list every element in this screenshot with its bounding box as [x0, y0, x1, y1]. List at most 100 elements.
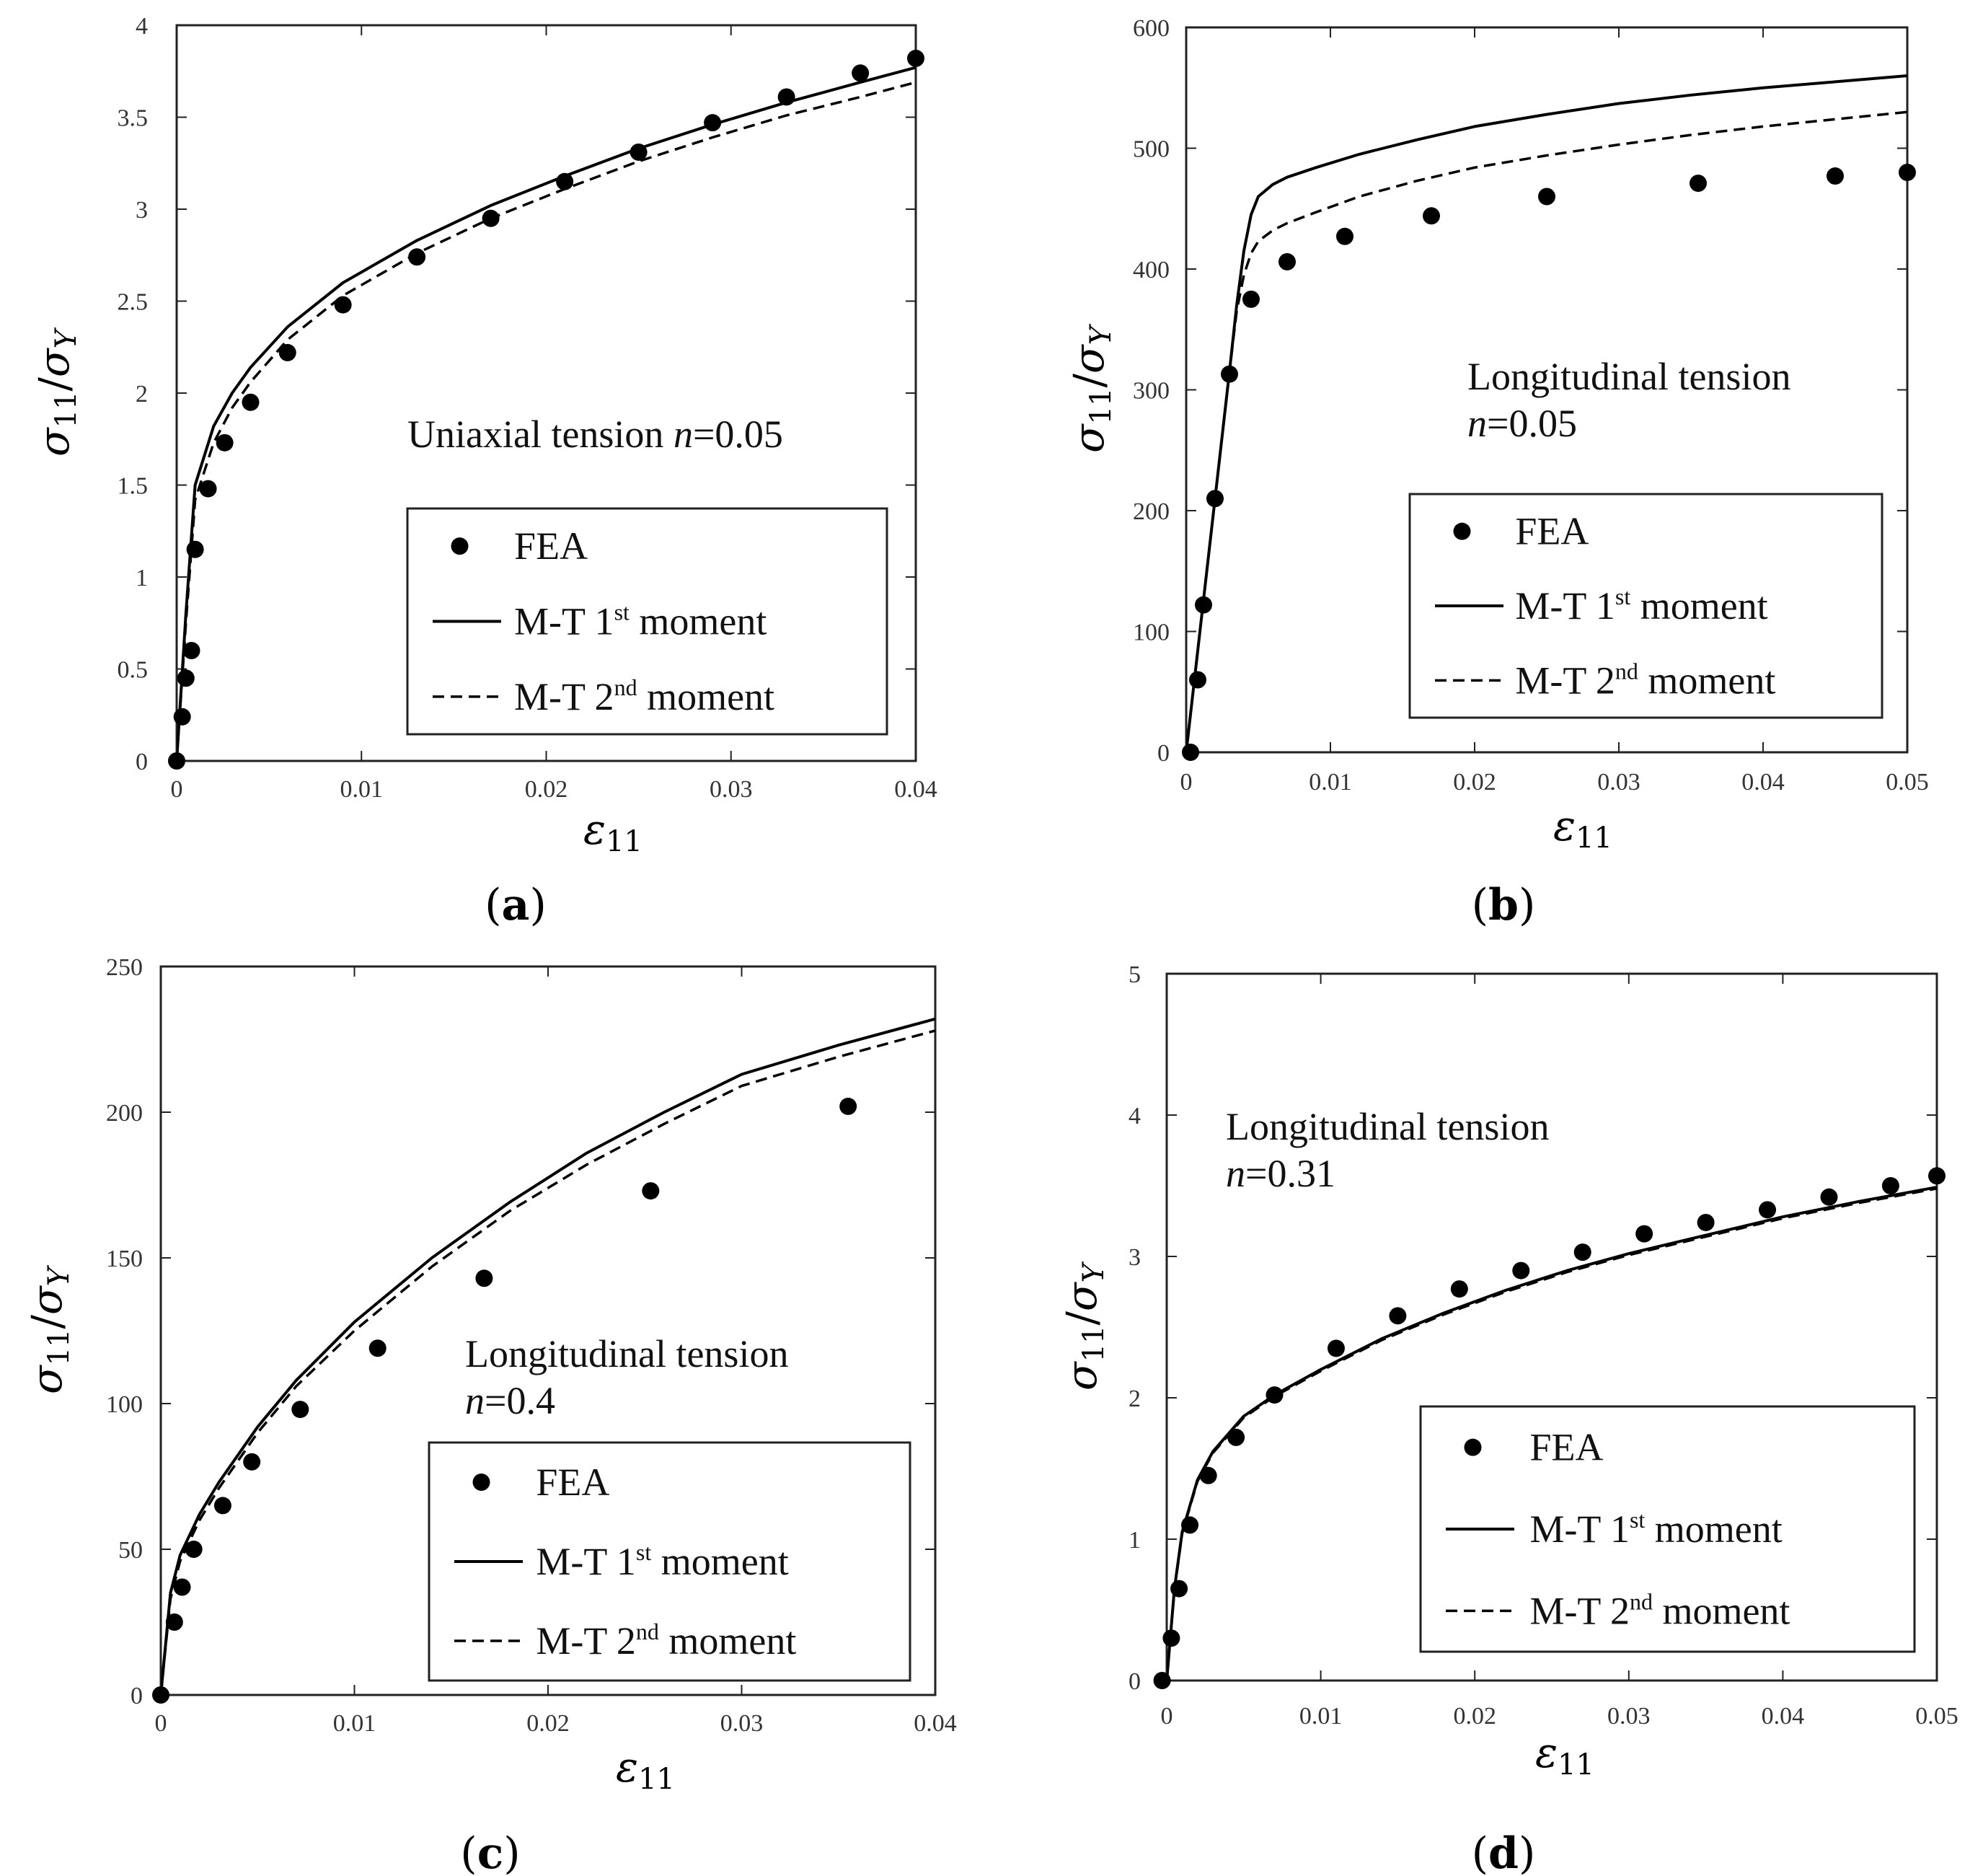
x-tick-label: 0.05 — [1886, 769, 1929, 796]
fea-marker — [852, 64, 870, 82]
plot-frame — [1165, 972, 1938, 1682]
y-label-part: / — [30, 377, 79, 392]
panel-label-paren: ( — [1472, 1828, 1488, 1876]
legend-marker-fea — [1453, 522, 1471, 540]
legend-sup: st — [1630, 1507, 1645, 1533]
panel-label-letter: d — [1488, 1828, 1519, 1876]
y-tick-label: 400 — [1133, 257, 1170, 283]
annotation-text: Longitudinal tension — [1467, 355, 1790, 398]
x-axis-label: ε11 — [1535, 1728, 1594, 1782]
x-tick-label: 0.01 — [1299, 1703, 1343, 1730]
fea-marker — [278, 343, 296, 361]
y-tick-label: 300 — [1133, 378, 1170, 405]
y-tick-label: 1.5 — [118, 473, 149, 500]
legend-part: moment — [637, 675, 774, 718]
legend-label: M-T 1st moment — [514, 599, 767, 643]
y-tick-label: 1 — [136, 565, 148, 591]
x-label-sub: 11 — [1576, 822, 1612, 855]
mt-2nd-moment-line — [1186, 110, 1907, 752]
x-tick-label: 0.04 — [1762, 1703, 1805, 1730]
y-label-sub: Y — [50, 327, 83, 348]
y-tick-label: 100 — [106, 1391, 143, 1418]
fea-marker — [165, 1613, 183, 1631]
y-tick-label: 3 — [1129, 1244, 1141, 1271]
y-axis-label: σ11/σY — [30, 327, 83, 457]
y-label-sub: Y — [1077, 1261, 1110, 1282]
legend-label: M-T 1st moment — [536, 1539, 788, 1583]
legend-part: M-T 1 — [1515, 584, 1615, 627]
y-tick-label: 0 — [136, 749, 148, 775]
legend-part: moment — [659, 1619, 796, 1663]
x-tick-label: 0.05 — [1915, 1703, 1958, 1730]
fea-marker — [1827, 167, 1844, 185]
annotation-text: Longitudinal tension — [465, 1332, 788, 1375]
y-tick-label: 5 — [1129, 961, 1141, 988]
fea-marker — [1690, 175, 1707, 193]
legend-part: M-T 2 — [514, 675, 614, 718]
legend-label: M-T 1st moment — [1529, 1507, 1782, 1551]
fea-marker — [1759, 1201, 1777, 1219]
mt-1st-moment-line — [1186, 74, 1907, 752]
y-tick-label: 0 — [131, 1683, 143, 1709]
annotation-n: n — [1467, 402, 1487, 445]
y-tick-label: 200 — [1133, 498, 1170, 525]
legend-part: M-T 1 — [536, 1540, 636, 1583]
annotation-n: n — [1226, 1152, 1245, 1195]
legend-part: M-T 1 — [514, 600, 614, 643]
y-label-sub: Y — [43, 1264, 76, 1286]
fea-marker — [1153, 1672, 1171, 1689]
panel-label-paren: ( — [485, 880, 501, 930]
fea-marker — [213, 1497, 231, 1515]
x-label-part: ε — [1535, 1728, 1558, 1777]
x-tick-label: 0 — [1161, 1703, 1173, 1730]
legend-part: moment — [630, 600, 767, 643]
y-axis-label: σ11/σY — [22, 1264, 76, 1394]
y-label-sub: 11 — [50, 392, 83, 428]
legend-part: moment — [651, 1540, 788, 1583]
legend-label: M-T 2nd moment — [1515, 658, 1775, 702]
fea-marker — [1278, 252, 1296, 270]
fea-marker — [1423, 207, 1440, 225]
fea-marker — [243, 1453, 261, 1471]
legend-label: M-T 2nd moment — [536, 1619, 796, 1663]
legend-sup: nd — [1630, 1588, 1653, 1614]
annotation-text: n=0.4 — [465, 1379, 555, 1422]
fea-marker — [173, 708, 191, 726]
legend-label: M-T 2nd moment — [1529, 1588, 1790, 1632]
fea-marker — [1189, 671, 1206, 689]
x-tick-label: 0.02 — [1453, 1703, 1496, 1730]
y-label-part: σ — [1057, 1361, 1106, 1391]
x-tick-label: 0 — [1180, 769, 1193, 796]
annotation-text: n=0.31 — [1226, 1152, 1335, 1195]
fea-marker — [1242, 290, 1260, 308]
chart-panel-c: 0 0.01 0.02 0.03 0.04 0 50 100 150 200 250 Longitud… — [22, 954, 957, 1876]
y-tick-label: 4 — [136, 13, 148, 40]
legend-sup: nd — [614, 674, 637, 700]
y-tick-label: 250 — [106, 954, 143, 981]
legend-part: M-T 1 — [1529, 1507, 1630, 1551]
x-axis-label: ε11 — [616, 1743, 675, 1796]
x-tick-label: 0.01 — [333, 1710, 376, 1737]
x-tick-label: 0.01 — [1309, 769, 1352, 796]
panel-label-paren: ) — [529, 880, 546, 930]
x-tick-label: 0.02 — [1453, 769, 1496, 796]
fea-marker — [839, 1097, 857, 1115]
mt-2nd-moment-line — [1167, 1187, 1937, 1681]
y-tick-label: 2.5 — [118, 289, 149, 316]
fea-marker — [1512, 1261, 1530, 1280]
legend-part: M-T 2 — [1515, 659, 1615, 702]
fea-marker — [1389, 1307, 1407, 1325]
mt-2nd-moment-line — [161, 1029, 935, 1695]
y-label-part: σ — [22, 1285, 71, 1315]
x-label-sub: 11 — [606, 825, 642, 858]
y-tick-label: 500 — [1133, 136, 1170, 163]
fea-marker — [475, 1269, 493, 1287]
y-label-part: σ — [30, 348, 79, 377]
fea-marker — [334, 296, 352, 314]
legend-label: M-T 2nd moment — [514, 674, 774, 718]
fea-marker — [1182, 744, 1199, 761]
annotation-part: =0.4 — [485, 1379, 555, 1422]
fea-marker — [242, 393, 260, 411]
fea-marker — [642, 1182, 660, 1200]
y-tick-label: 0 — [1129, 1668, 1141, 1695]
